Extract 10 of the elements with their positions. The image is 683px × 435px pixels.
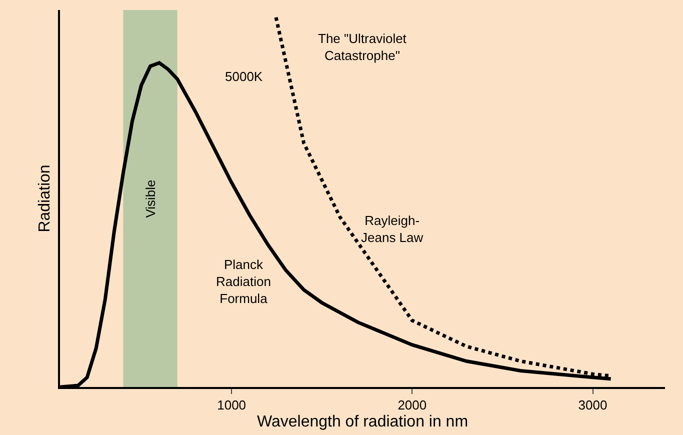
y-axis-title: Radiation bbox=[36, 164, 54, 232]
x-tick-label: 3000 bbox=[578, 397, 608, 412]
annotation: Rayleigh- Jeans Law bbox=[361, 213, 424, 245]
x-tick-label: 2000 bbox=[398, 397, 427, 412]
annotation: Planck Radiation Formula bbox=[216, 257, 271, 306]
annotation: 5000K bbox=[225, 69, 263, 84]
band-label: Visible bbox=[142, 180, 158, 218]
x-axis-title: Wavelength of radiation in nm bbox=[256, 414, 468, 431]
annotation: The "Ultraviolet Catastrophe" bbox=[318, 31, 407, 63]
x-tick-label: 1000 bbox=[217, 397, 246, 412]
